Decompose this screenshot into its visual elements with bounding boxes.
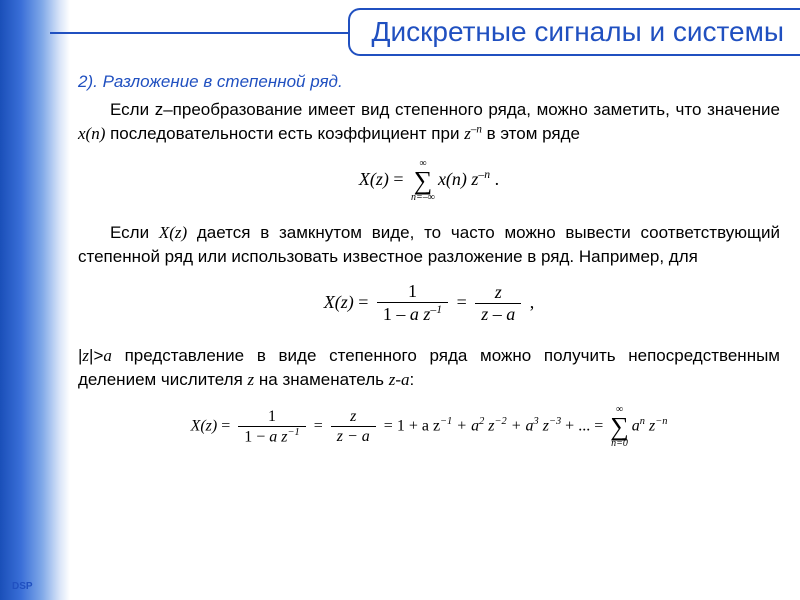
f2-frac1-num: 1: [377, 282, 448, 303]
sigma-icon: ∑: [610, 415, 629, 438]
f3-frac2: zz − a: [331, 408, 376, 446]
f3-t3e2: −3: [549, 416, 561, 427]
f3-frac1-den-exp: −1: [288, 427, 300, 438]
f3-sum-a: a: [632, 418, 640, 435]
f2-frac1-den-exp: –1: [430, 303, 442, 316]
f3-frac1: 11 − a z−1: [238, 408, 305, 446]
f3-t3: + a: [507, 418, 534, 435]
para1-text-a: Если z–преобразование имеет вид степенно…: [110, 100, 780, 119]
left-gradient-bar: [0, 0, 70, 600]
paragraph-3: |z|>a представление в виде степенного ря…: [78, 344, 780, 392]
f1-sum: ∞∑n=–∞: [411, 159, 435, 202]
para1-text-b: последовательности есть коэффициент при: [105, 124, 464, 143]
f3-sum-ze: −n: [655, 416, 667, 427]
paragraph-1: Если z–преобразование имеет вид степенно…: [78, 98, 780, 146]
f1-exp: –n: [478, 168, 490, 181]
sigma-icon: ∑: [411, 169, 435, 192]
para3-d: на знаменатель: [254, 370, 389, 389]
para3-a: a: [103, 346, 112, 365]
section-heading-text: Разложение в степенной ряд.: [103, 72, 343, 91]
formula-3: X(z) = 11 − a z−1 = zz − a = 1 + a z−1 +…: [78, 405, 780, 448]
f2-frac2-num: z: [475, 283, 521, 304]
para1-xn: x(n): [78, 124, 105, 143]
f3-t1e: −1: [440, 416, 452, 427]
f3-eq2: =: [310, 418, 327, 435]
footer-label: DSP: [12, 581, 33, 592]
content-area: 2). Разложение в степенной ряд. Если z–п…: [78, 70, 780, 570]
f3-frac2-num: z: [331, 408, 376, 427]
f3-eq: =: [217, 418, 234, 435]
para1-zn-base: z: [464, 124, 471, 143]
f3-sum: ∞∑n=0: [610, 405, 629, 448]
f2-eq: =: [354, 292, 373, 312]
f3-sum-z: z: [645, 418, 655, 435]
f3-t3z: z: [539, 418, 549, 435]
para2-Xz: X(z): [159, 223, 187, 242]
para3-e: :: [409, 370, 414, 389]
para3-b: |>: [89, 346, 103, 365]
f2-frac2-den: z – a: [475, 304, 521, 326]
section-heading: 2). Разложение в степенной ряд.: [78, 70, 780, 94]
formula-2: X(z) = 11 – a z–1 = zz – a ,: [78, 282, 780, 325]
f2-eq2: =: [452, 292, 471, 312]
f1-eq: =: [389, 169, 408, 189]
f1-term: x(n) z: [438, 169, 478, 189]
f3-sum-lower: n=0: [610, 439, 629, 449]
para3-c: представление в виде степенного ряда мож…: [78, 346, 780, 389]
f3-t2z: z: [484, 418, 494, 435]
f3-lhs: X(z): [191, 418, 218, 435]
f3-t2: + a: [452, 418, 479, 435]
f1-lhs: X(z): [359, 169, 389, 189]
para2-text-a: Если: [110, 223, 159, 242]
f3-frac2-den: z − a: [331, 427, 376, 446]
f2-frac1-den: 1 – a z–1: [377, 303, 448, 326]
title-box: Дискретные сигналы и системы: [348, 8, 800, 56]
section-number: 2).: [78, 72, 98, 91]
f3-t2e2: −2: [495, 416, 507, 427]
page-title: Дискретные сигналы и системы: [372, 16, 784, 47]
f2-frac2: zz – a: [475, 283, 521, 325]
paragraph-2: Если X(z) дается в замкнутом виде, то ча…: [78, 221, 780, 269]
f2-lhs: X(z): [324, 292, 354, 312]
f2-frac1: 11 – a z–1: [377, 282, 448, 325]
f3-dots: + ... =: [561, 418, 607, 435]
f1-tail: .: [490, 169, 499, 189]
formula-1: X(z) = ∞∑n=–∞x(n) z–n .: [78, 159, 780, 202]
para1-zn-exp: –n: [471, 123, 482, 135]
f2-tail: ,: [525, 292, 534, 312]
f3-frac1-num: 1: [238, 408, 305, 427]
f1-sum-lower: n=–∞: [411, 193, 435, 203]
f3-eq3: = 1 + a z: [380, 418, 440, 435]
para3-den: z-a: [389, 370, 410, 389]
para1-text-c: в этом ряде: [482, 124, 580, 143]
f3-frac1-den: 1 − a z−1: [238, 427, 305, 447]
para1-zn: z–n: [464, 124, 482, 143]
